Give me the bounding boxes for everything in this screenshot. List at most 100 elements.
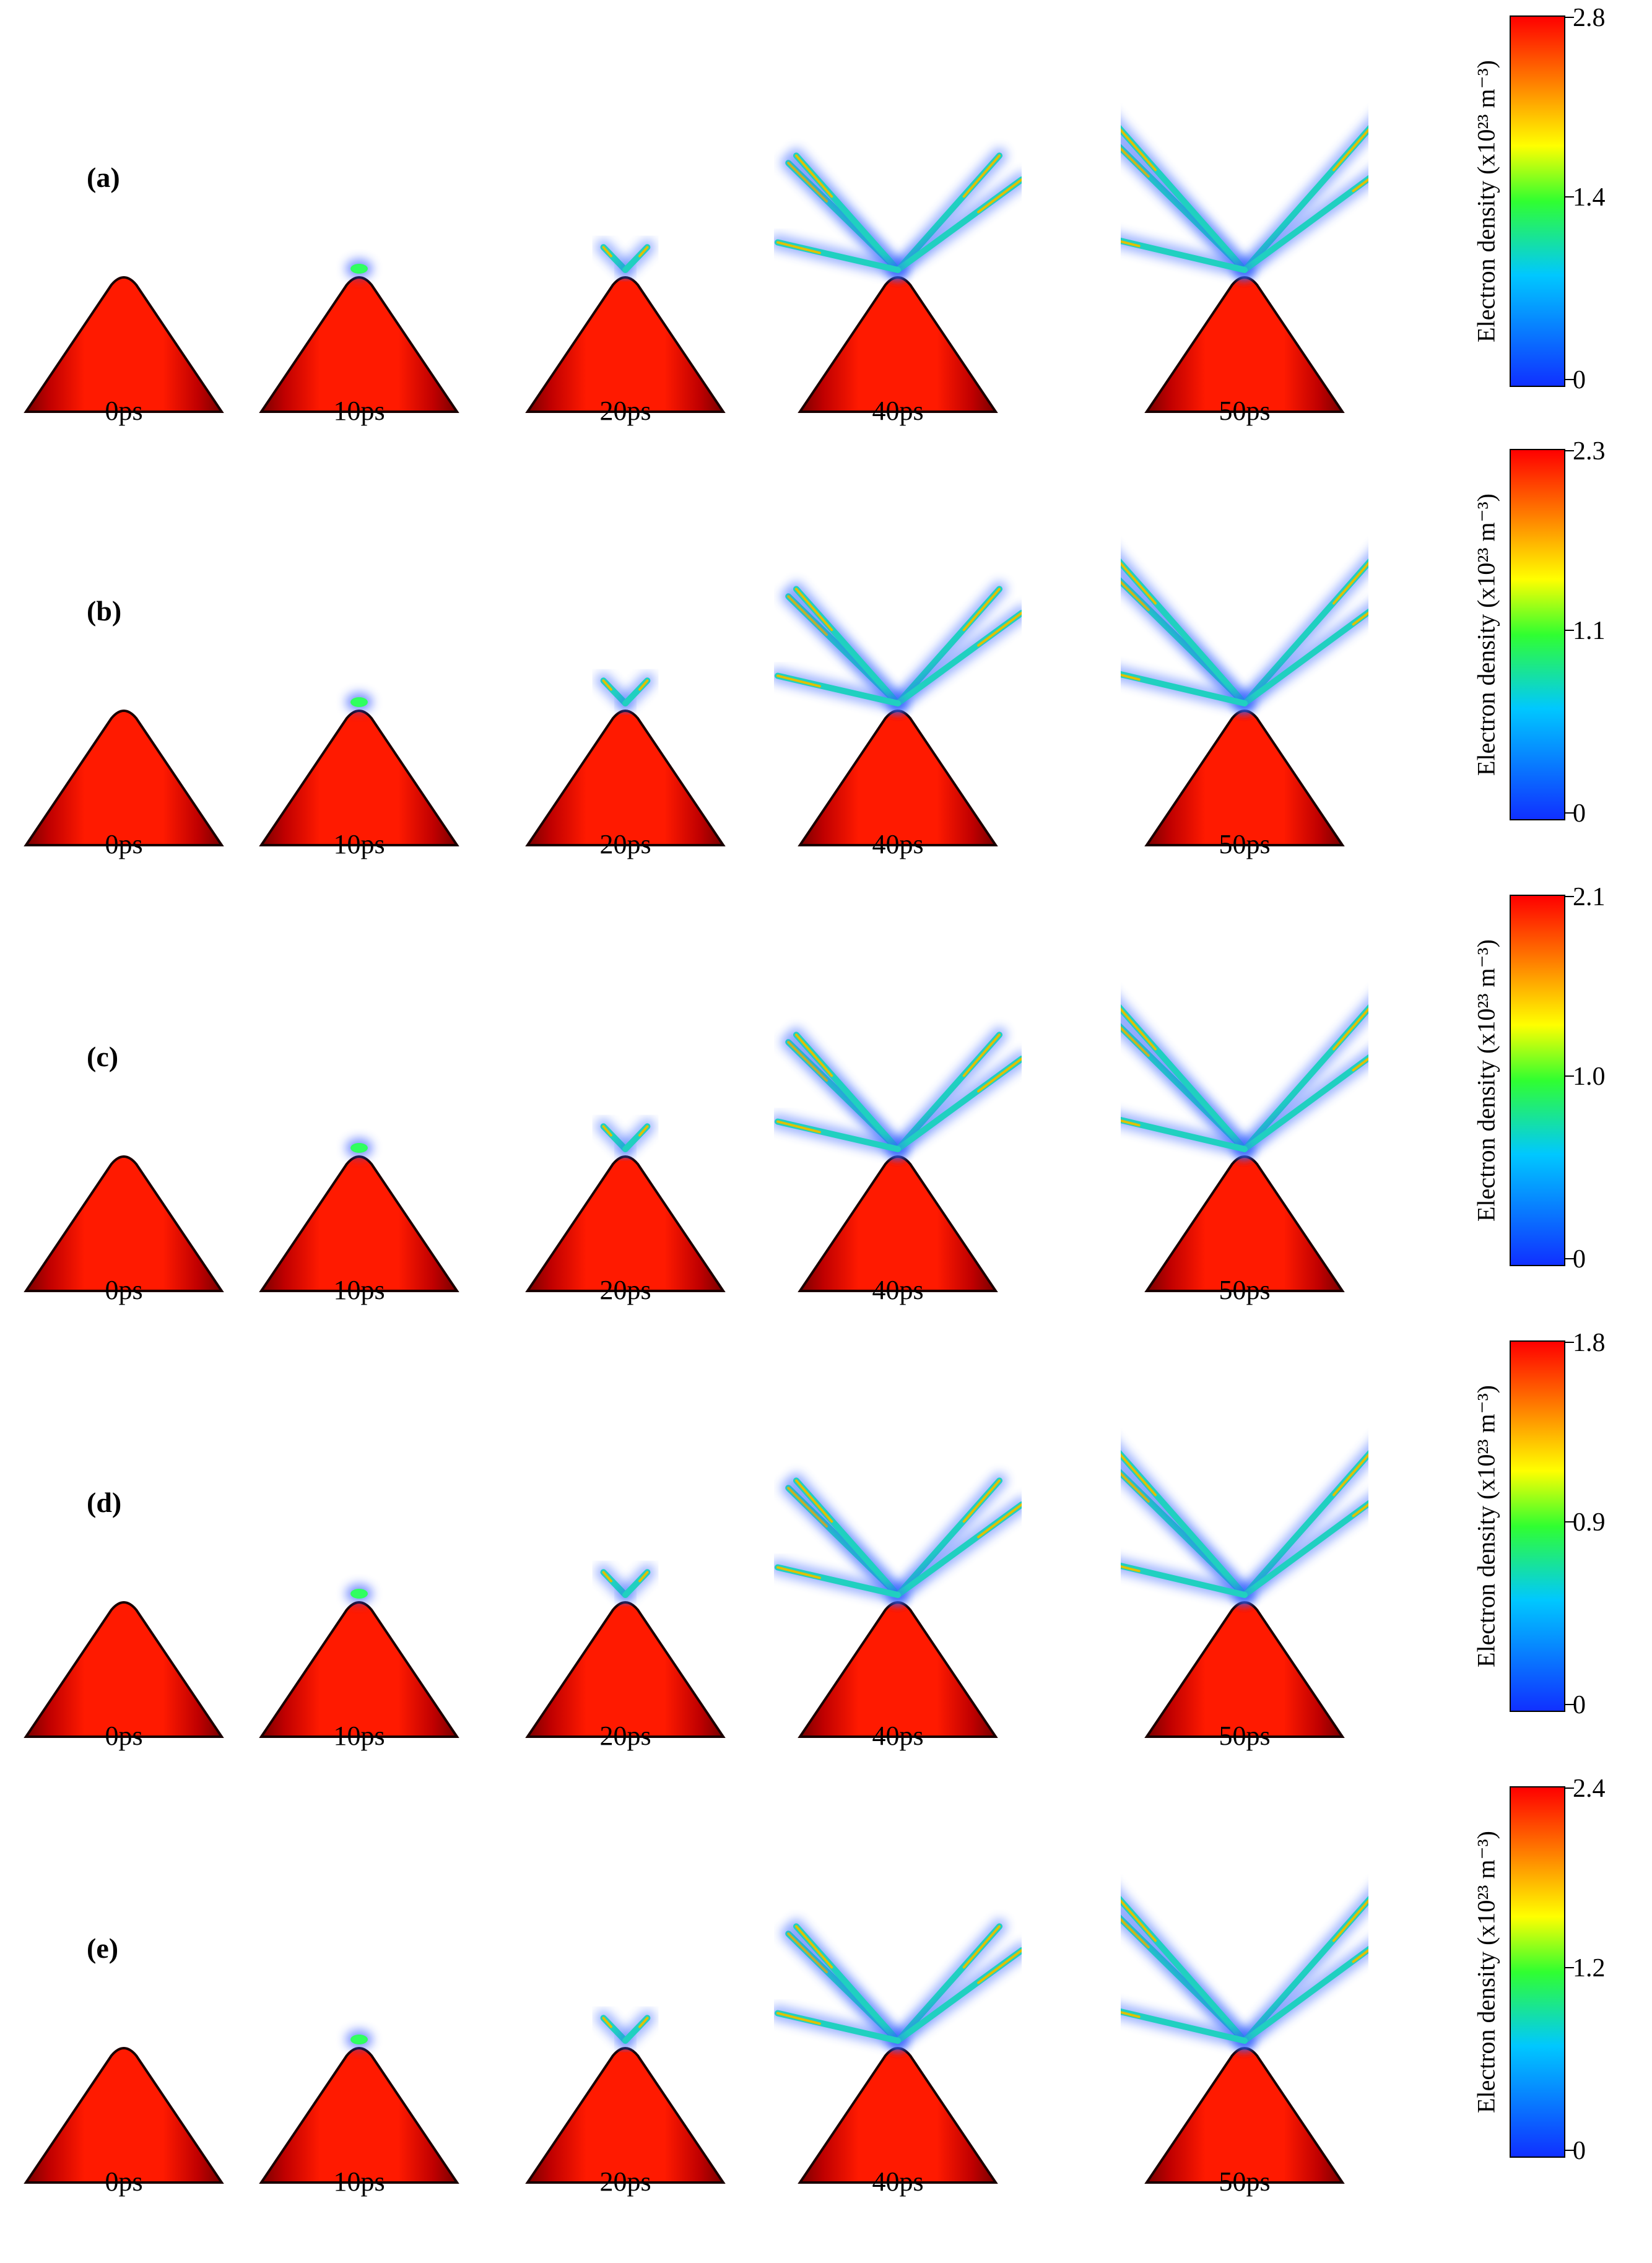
streamer-branches [1121, 996, 1368, 1157]
colorbar-tick-label: 2.1 [1573, 883, 1606, 911]
colorbar-tick-mark [1565, 1258, 1574, 1259]
colorbar-tick-label: 0.9 [1573, 1508, 1606, 1537]
electrode-tip [525, 1601, 726, 1738]
colorbar-gradient [1511, 1342, 1564, 1711]
time-label: 50ps [1219, 1275, 1271, 1305]
colorbar-tick-label: 0 [1573, 2137, 1586, 2165]
panel-row: (a) 0ps 10ps 20ps 40ps 50ps Electron density (… [0, 0, 1652, 446]
streamer-branches [595, 1118, 656, 1157]
electrode-tip [525, 1155, 726, 1292]
frame-graphic [24, 1601, 224, 1738]
simulation-frame: 20ps [502, 0, 749, 446]
time-label: 40ps [872, 2166, 924, 2197]
time-label: 10ps [333, 829, 385, 859]
frame-graphic [259, 1138, 459, 1292]
frame-graphic [774, 1918, 1022, 2184]
colorbar-tick-label: 2.8 [1573, 4, 1606, 32]
time-label: 0ps [105, 1275, 143, 1305]
colorbar-tick-label: 1.8 [1573, 1329, 1606, 1357]
colorbar-tick-label: 0 [1573, 366, 1586, 394]
colorbar-tick-mark [1565, 1342, 1574, 1343]
time-label: 40ps [872, 1721, 924, 1751]
electrode-tip [1144, 710, 1345, 846]
electrode-tip [259, 276, 459, 413]
colorbar [1510, 895, 1565, 1266]
frame-graphic [1121, 550, 1368, 846]
colorbar-tick-label: 0 [1573, 799, 1586, 828]
colorbar [1510, 449, 1565, 820]
simulation-frame: 10ps [235, 1771, 483, 2217]
colorbar-label: Electron density (x10²³ m⁻³) [1472, 60, 1500, 342]
frame-graphic [774, 1472, 1022, 1738]
streamer-branches [346, 1584, 373, 1604]
electrode-tip [525, 276, 726, 413]
frame-graphic [24, 1155, 224, 1292]
colorbar-tick-mark [1565, 1967, 1574, 1968]
colorbar-tick-mark [1565, 896, 1574, 897]
frame-graphic [1121, 996, 1368, 1292]
streamer-branches [346, 259, 373, 279]
streamer-branches [346, 1138, 373, 1158]
simulation-frame: 50ps [1121, 1771, 1368, 2217]
electrode-tip [525, 710, 726, 846]
electrode-tip [259, 710, 459, 846]
streamer-branches [595, 239, 656, 278]
frame-graphic [774, 147, 1022, 413]
streamer-branches [1121, 550, 1368, 711]
colorbar-tick-mark [1565, 17, 1574, 18]
colorbar-tick-label: 2.3 [1573, 437, 1606, 466]
simulation-frame: 50ps [1121, 0, 1368, 446]
time-label: 40ps [872, 829, 924, 859]
streamer-branches [1121, 1442, 1368, 1603]
colorbar-tick-mark [1565, 379, 1574, 380]
time-label: 50ps [1219, 1721, 1271, 1751]
time-label: 10ps [333, 396, 385, 426]
time-label: 50ps [1219, 396, 1271, 426]
electrode-tip [259, 1155, 459, 1292]
colorbar-label: Electron density (x10²³ m⁻³) [1472, 1385, 1500, 1667]
colorbar-tick-label: 1.4 [1573, 183, 1606, 212]
frame-graphic [1121, 1888, 1368, 2184]
time-label: 10ps [333, 1275, 385, 1305]
colorbar-tick-mark [1565, 450, 1574, 451]
colorbar-tick-mark [1565, 1075, 1574, 1077]
colorbar-tick-mark [1565, 812, 1574, 814]
streamer-branches [1121, 1888, 1368, 2049]
simulation-frame: 0ps [0, 0, 248, 446]
frame-graphic [259, 692, 459, 846]
colorbar-tick-mark [1565, 2150, 1574, 2151]
colorbar-tick-label: 1.1 [1573, 617, 1606, 645]
simulation-frame: 40ps [774, 879, 1022, 1325]
simulation-frame: 40ps [774, 1771, 1022, 2217]
panel-row: (e) 0ps 10ps 20ps 40ps 50ps Electron density (… [0, 1771, 1652, 2217]
streamer-branches [346, 692, 373, 712]
electrode-tip [259, 2047, 459, 2184]
electrode-tip [24, 1601, 224, 1738]
streamer-branches [774, 147, 1022, 278]
streamer-branches [774, 581, 1022, 711]
frame-graphic [24, 276, 224, 413]
electrode-tip [1144, 2047, 1345, 2184]
colorbar-tick-label: 0 [1573, 1691, 1586, 1719]
streamer-branches [774, 1472, 1022, 1603]
electrode-tip [798, 2047, 998, 2184]
colorbar-gradient [1511, 896, 1564, 1265]
simulation-frame: 10ps [235, 879, 483, 1325]
colorbar-label: Electron density (x10²³ m⁻³) [1472, 1831, 1500, 2113]
streamer-branches [1121, 117, 1368, 278]
colorbar-tick-mark [1565, 1521, 1574, 1522]
simulation-frame: 50ps [1121, 1325, 1368, 1771]
frame-graphic [259, 2030, 459, 2184]
panel-row: (b) 0ps 10ps 20ps 40ps 50ps Electron density (… [0, 433, 1652, 879]
colorbar [1510, 15, 1565, 387]
time-label: 20ps [599, 829, 651, 859]
colorbar [1510, 1340, 1565, 1712]
streamer-branches [346, 2030, 373, 2049]
time-label: 0ps [105, 1721, 143, 1751]
time-label: 20ps [599, 1721, 651, 1751]
colorbar-tick-label: 0 [1573, 1245, 1586, 1274]
simulation-frame: 0ps [0, 1325, 248, 1771]
simulation-frame: 10ps [235, 1325, 483, 1771]
time-label: 0ps [105, 396, 143, 426]
electrode-tip [1144, 1155, 1345, 1292]
